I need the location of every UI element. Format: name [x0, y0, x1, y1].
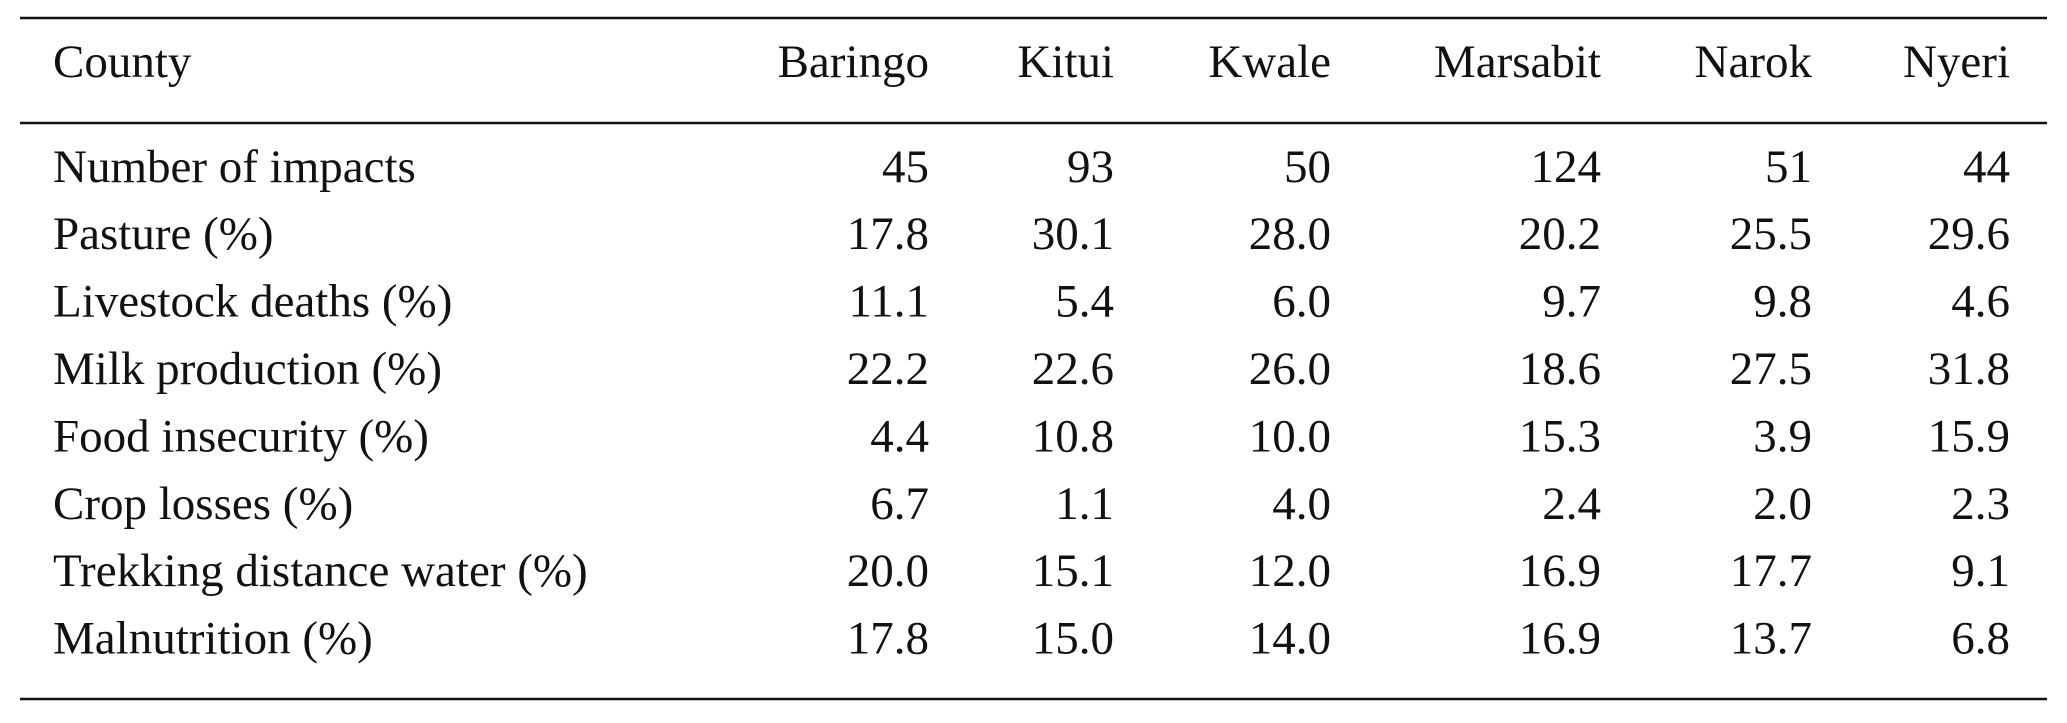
cell-value: 22.6 [1032, 343, 1114, 395]
column-header: Baringo [778, 36, 929, 88]
cell-value: 10.0 [1249, 410, 1331, 462]
row-label: Milk production (%) [53, 343, 442, 395]
cell-value: 9.8 [1753, 276, 1812, 328]
cell-value: 18.6 [1519, 343, 1601, 395]
cell-value: 14.0 [1249, 613, 1331, 665]
cell-value: 30.1 [1032, 208, 1114, 260]
cell-value: 20.2 [1519, 208, 1601, 260]
column-header: Kitui [1017, 36, 1114, 88]
cell-value: 10.8 [1032, 410, 1114, 462]
row-label: Pasture (%) [53, 208, 274, 260]
cell-value: 25.5 [1730, 208, 1812, 260]
row-label: Livestock deaths (%) [53, 276, 452, 328]
row-label: Number of impacts [53, 141, 416, 193]
cell-value: 1.1 [1055, 478, 1114, 530]
cell-value: 5.4 [1055, 276, 1114, 328]
header-label: County [53, 36, 192, 88]
column-header: Kwale [1208, 36, 1331, 88]
row-label: Malnutrition (%) [53, 613, 373, 665]
cell-value: 29.6 [1928, 208, 2010, 260]
cell-value: 9.7 [1542, 276, 1601, 328]
cell-value: 12.0 [1249, 545, 1331, 597]
cell-value: 124 [1531, 141, 1602, 193]
cell-value: 15.1 [1032, 545, 1114, 597]
cell-value: 6.8 [1951, 613, 2010, 665]
cell-value: 50 [1284, 141, 1331, 193]
column-header: Marsabit [1434, 36, 1601, 88]
cell-value: 31.8 [1928, 343, 2010, 395]
cell-value: 28.0 [1249, 208, 1331, 260]
cell-value: 20.0 [847, 545, 929, 597]
cell-value: 2.4 [1542, 478, 1601, 530]
cell-value: 17.8 [847, 208, 929, 260]
cell-value: 9.1 [1951, 545, 2010, 597]
cell-value: 6.7 [870, 478, 929, 530]
row-label: Crop losses (%) [53, 478, 353, 530]
row-label: Food insecurity (%) [53, 410, 429, 462]
cell-value: 11.1 [848, 276, 929, 328]
cell-value: 4.0 [1272, 478, 1331, 530]
row-label: Trekking distance water (%) [53, 545, 588, 597]
column-header: Narok [1695, 36, 1813, 88]
cell-value: 15.3 [1519, 410, 1601, 462]
cell-value: 93 [1067, 141, 1114, 193]
cell-value: 13.7 [1730, 613, 1812, 665]
cell-value: 4.6 [1951, 276, 2010, 328]
column-header: Nyeri [1903, 36, 2010, 88]
cell-value: 16.9 [1519, 613, 1601, 665]
cell-value: 6.0 [1272, 276, 1331, 328]
cell-value: 27.5 [1730, 343, 1812, 395]
cell-value: 51 [1765, 141, 1812, 193]
cell-value: 15.0 [1032, 613, 1114, 665]
cell-value: 4.4 [870, 410, 929, 462]
cell-value: 2.0 [1753, 478, 1812, 530]
cell-value: 16.9 [1519, 545, 1601, 597]
cell-value: 44 [1963, 141, 2010, 193]
cell-value: 15.9 [1928, 410, 2010, 462]
cell-value: 17.8 [847, 613, 929, 665]
cell-value: 17.7 [1730, 545, 1812, 597]
cell-value: 22.2 [847, 343, 929, 395]
cell-value: 2.3 [1951, 478, 2010, 530]
cell-value: 45 [882, 141, 929, 193]
cell-value: 26.0 [1249, 343, 1331, 395]
cell-value: 3.9 [1753, 410, 1812, 462]
